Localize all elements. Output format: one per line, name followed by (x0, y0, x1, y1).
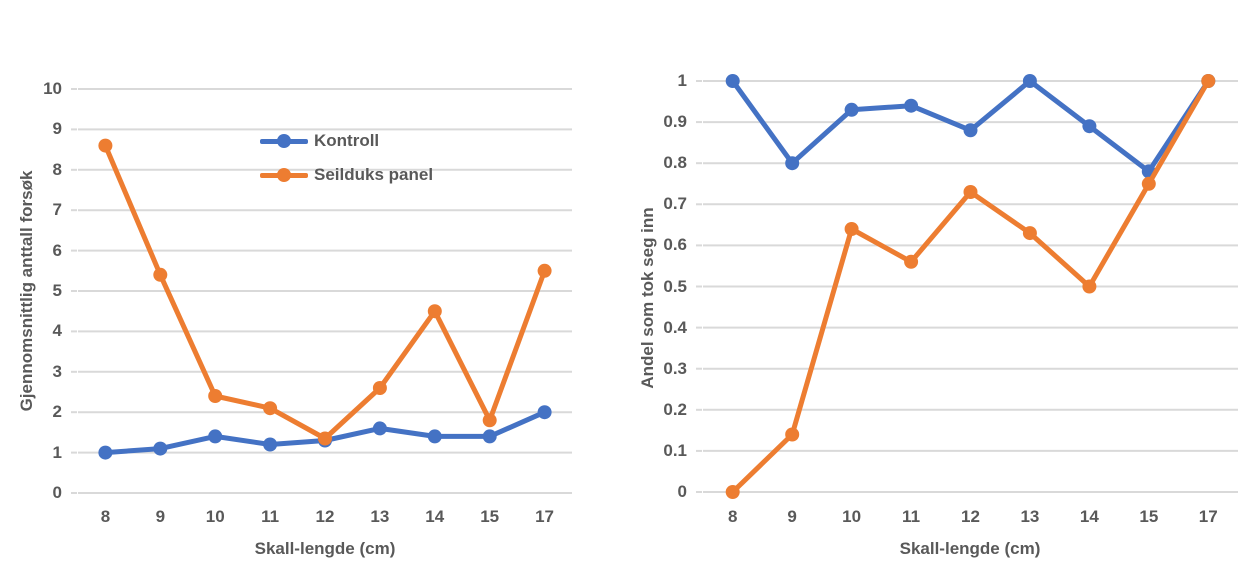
kontroll-dot-icon (277, 134, 291, 148)
y-tick-label: 9 (52, 119, 62, 139)
data-point-marker (1082, 279, 1097, 294)
y-tick-label: 1 (52, 442, 62, 462)
x-tick-label: 8 (727, 507, 738, 526)
kontroll-line-marker-icon (260, 134, 308, 148)
x-tick-label: 8 (100, 507, 111, 526)
legend-item-seilduks-panel: Seilduks panel (260, 165, 433, 185)
data-point-marker (263, 437, 278, 452)
x-tick-label: 17 (535, 507, 554, 526)
legend-label-seilduks-panel: Seilduks panel (314, 165, 434, 184)
data-point-marker (372, 421, 387, 436)
y-tick-label: 2 (52, 402, 62, 422)
y-tick-label: 0.7 (663, 194, 687, 214)
data-point-marker (482, 413, 497, 428)
x-tick-label: 9 (155, 507, 166, 526)
data-point-marker (372, 381, 387, 395)
data-point-marker (1022, 74, 1037, 88)
left-chart-x-axis-title: Skall-lengde (cm) (254, 539, 396, 558)
data-point-marker (98, 445, 113, 460)
y-tick-label: 0.4 (663, 317, 687, 337)
data-point-marker (208, 429, 223, 444)
legend-label-kontroll: Kontroll (314, 131, 380, 150)
data-point-marker (208, 389, 223, 403)
data-point-marker (1082, 119, 1097, 134)
data-point-marker (427, 429, 442, 444)
x-tick-label: 15 (1139, 507, 1159, 526)
data-point-marker (785, 156, 800, 171)
y-tick-label: 0.9 (663, 112, 687, 132)
y-tick-label: 3 (52, 361, 62, 381)
data-point-marker (98, 138, 113, 153)
data-point-marker (1022, 226, 1037, 241)
y-tick-label: 10 (43, 79, 62, 98)
x-tick-label: 10 (842, 507, 862, 526)
data-point-marker (1141, 176, 1156, 191)
x-tick-label: 17 (1198, 507, 1218, 526)
x-tick-label: 13 (370, 507, 390, 526)
data-point-marker (427, 304, 442, 319)
series-line-seilduks-panel (102, 143, 548, 441)
data-point-marker (482, 429, 497, 444)
data-point-marker (904, 254, 919, 269)
x-tick-label: 15 (480, 507, 500, 526)
x-tick-label: 11 (902, 507, 921, 526)
y-tick-label: 0 (677, 482, 687, 501)
y-tick-label: 0.3 (663, 358, 687, 378)
y-tick-label: 0.2 (663, 399, 687, 419)
data-point-marker (785, 427, 800, 442)
y-tick-label: 5 (52, 281, 62, 300)
data-point-marker (963, 123, 978, 138)
y-tick-label: 1 (677, 71, 687, 90)
data-point-marker (725, 74, 740, 88)
x-tick-label: 12 (315, 507, 335, 526)
y-tick-label: 0.5 (663, 276, 687, 296)
data-point-marker (263, 401, 278, 416)
x-tick-label: 12 (961, 507, 980, 526)
x-tick-label: 13 (1020, 507, 1040, 526)
data-point-marker (153, 441, 168, 456)
legend: Kontroll Seilduks panel (260, 131, 433, 185)
y-tick-label: 4 (52, 321, 62, 341)
right-chart-x-axis-title: Skall-lengde (cm) (899, 539, 1041, 558)
y-tick-label: 0.6 (663, 235, 687, 255)
data-point-marker (153, 267, 168, 282)
data-point-marker (318, 431, 332, 446)
x-tick-label: 11 (261, 507, 280, 526)
data-point-marker (1201, 74, 1216, 88)
data-point-marker (537, 405, 552, 420)
data-point-marker (725, 485, 740, 499)
data-point-marker (844, 102, 859, 117)
seilduks-panel-line-marker-icon (260, 168, 308, 182)
y-tick-label: 8 (52, 159, 62, 179)
data-point-marker (844, 222, 859, 236)
seilduks-panel-dot-icon (277, 168, 291, 182)
x-tick-label: 9 (787, 507, 797, 526)
y-tick-label: 0 (52, 483, 62, 502)
data-point-marker (904, 98, 919, 113)
data-point-marker (963, 185, 978, 199)
x-tick-label: 14 (425, 507, 445, 526)
y-tick-label: 0.8 (663, 153, 687, 173)
x-tick-label: 14 (1079, 507, 1099, 526)
y-tick-label: 0.1 (663, 440, 687, 460)
legend-item-kontroll: Kontroll (260, 131, 433, 151)
y-tick-label: 6 (52, 240, 62, 260)
data-point-marker (537, 263, 552, 278)
y-tick-label: 7 (52, 200, 62, 220)
x-tick-label: 10 (205, 507, 225, 526)
